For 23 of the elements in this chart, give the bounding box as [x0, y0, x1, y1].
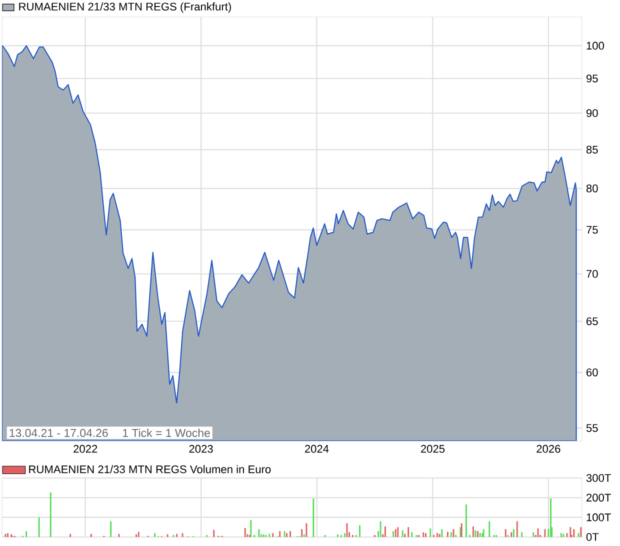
- y-tick-label: 55: [586, 424, 598, 432]
- y-tick-label: 75: [586, 226, 598, 234]
- y-tick-label: 70: [586, 270, 598, 278]
- y-tick-label: 60: [586, 368, 598, 376]
- y-tick-label: 80: [586, 184, 598, 192]
- y-tick-label: 0T: [586, 533, 599, 541]
- y-tick-label: 300T: [586, 474, 611, 482]
- x-tick-label: 2026: [536, 444, 560, 453]
- legend-label: RUMAENIEN 21/33 MTN REGS Volumen in Euro: [29, 465, 271, 474]
- x-tick-label: 2025: [420, 444, 445, 453]
- y-tick-label: 100: [586, 42, 604, 50]
- x-tick-label: 2023: [189, 444, 213, 453]
- y-tick-label: 100T: [586, 513, 611, 522]
- x-tick-label: 2024: [304, 444, 329, 453]
- y-tick-label: 200T: [586, 494, 611, 502]
- annotation: 13.04.21 - 17.04.26: [10, 428, 108, 437]
- y-tick-label: 65: [586, 317, 598, 326]
- annotation: 1 Tick = 1 Woche: [123, 428, 210, 437]
- y-tick-label: 90: [586, 109, 598, 118]
- x-tick-label: 2022: [74, 444, 98, 453]
- y-tick-label: 95: [586, 74, 598, 82]
- legend-label: RUMAENIEN 21/33 MTN REGS (Frankfurt): [19, 2, 231, 13]
- y-tick-label: 85: [586, 146, 598, 154]
